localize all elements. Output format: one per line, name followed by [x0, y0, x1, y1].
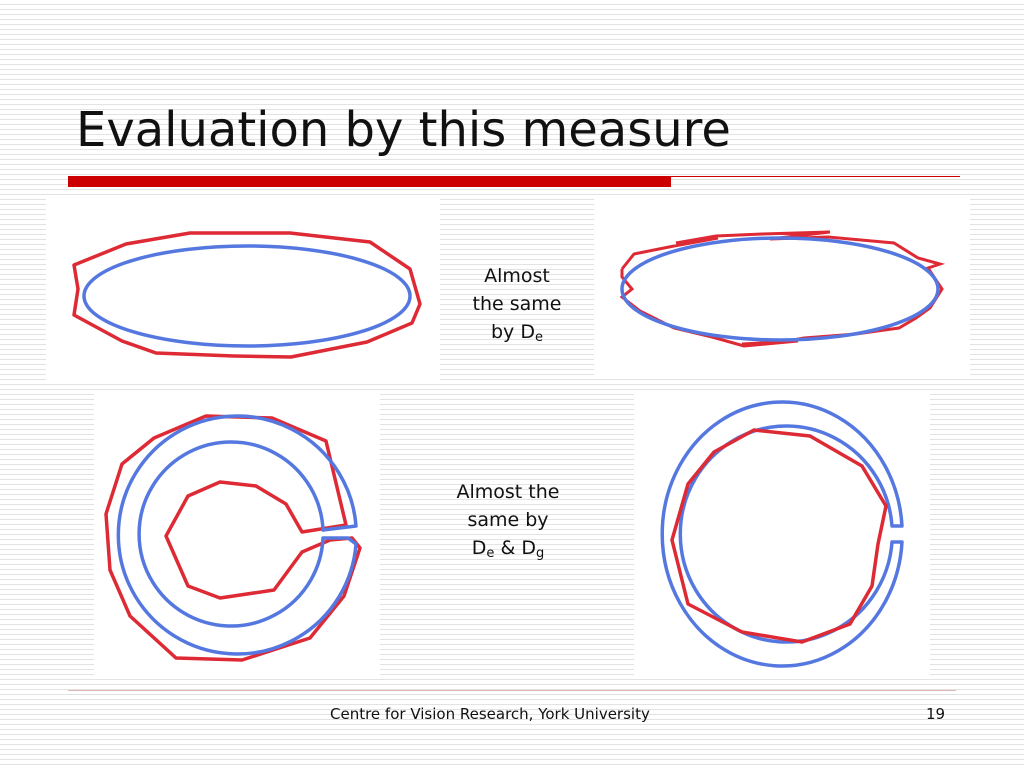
- caption-bottom: Almost the same by De & Dg: [432, 478, 584, 562]
- figure-ellipse-polygon-smooth: [46, 198, 440, 382]
- red-jagged-boundary: [619, 230, 946, 348]
- figure-c-shape-polygon-smooth: [94, 394, 380, 678]
- figure-ring-polygon-smooth: [634, 394, 930, 678]
- footer-divider-line: [68, 690, 956, 691]
- slide-title: Evaluation by this measure: [76, 102, 731, 158]
- blue-c-smooth-boundary: [116, 414, 358, 656]
- caption-bottom-subscript-2: g: [535, 546, 545, 561]
- caption-bottom-line-3: De & Dg: [432, 534, 584, 562]
- caption-bottom-line-1: Almost the: [456, 481, 560, 503]
- caption-top-line-3: by De: [447, 318, 587, 346]
- ellipse-comparison-plot: [72, 231, 422, 359]
- caption-top-subscript: e: [534, 330, 543, 345]
- page-number: 19: [926, 705, 946, 723]
- caption-bottom-subscript-1: e: [486, 546, 495, 561]
- caption-top: Almost the same by De: [447, 262, 587, 346]
- red-polygon-boundary: [72, 231, 422, 359]
- caption-top-text: by D: [491, 321, 535, 343]
- c-shape-comparison-plot: [104, 414, 362, 662]
- figure-ellipse-jagged: [594, 198, 970, 378]
- blue-ellipse-boundary: [82, 244, 412, 348]
- ellipse-jagged-plot: [619, 230, 946, 348]
- title-accent-bar: [68, 176, 671, 187]
- blue-ellipse-boundary: [620, 236, 940, 342]
- red-ring-polygon-boundary: [670, 428, 888, 644]
- red-c-polygon-boundary: [104, 414, 362, 662]
- caption-top-line-2: the same: [472, 293, 562, 315]
- caption-bottom-amp: & D: [494, 537, 536, 559]
- caption-bottom-text: D: [471, 537, 487, 559]
- footer-institution: Centre for Vision Research, York Univers…: [330, 705, 650, 723]
- caption-top-line-1: Almost: [484, 265, 550, 287]
- ring-comparison-plot: [660, 400, 904, 668]
- title-divider-line: [671, 176, 960, 177]
- caption-bottom-line-2: same by: [467, 509, 549, 531]
- blue-ring-boundary: [660, 400, 904, 668]
